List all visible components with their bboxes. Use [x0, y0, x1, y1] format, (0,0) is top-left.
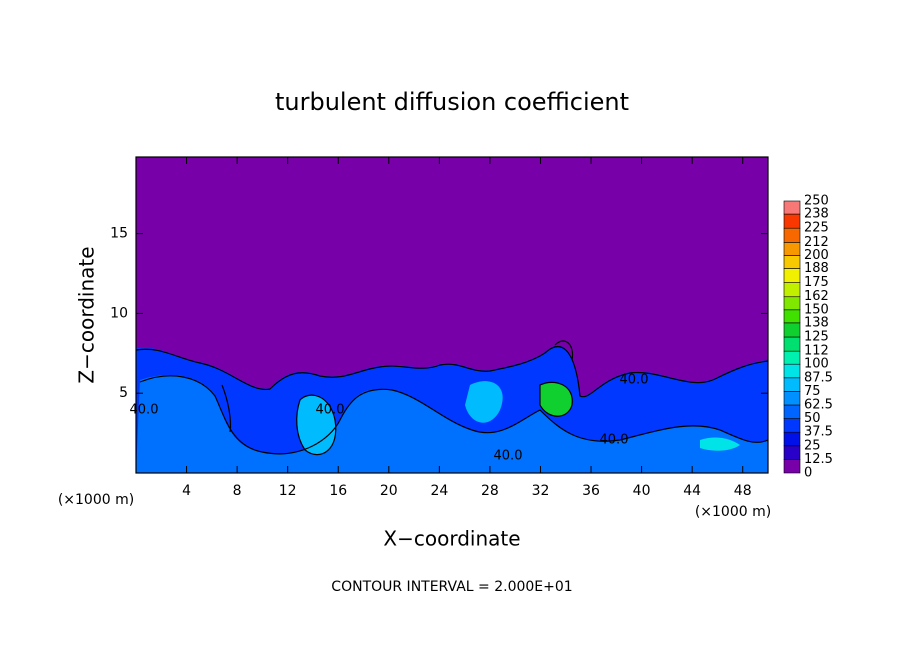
- colorbar-label: 150: [804, 302, 829, 317]
- colorbar-label: 175: [804, 275, 829, 290]
- colorbar-label: 125: [804, 330, 829, 345]
- colorbar-band: [783, 255, 801, 269]
- colorbar-band: [783, 350, 801, 365]
- colorbar-band: [783, 377, 801, 392]
- colorbar-band: [783, 336, 801, 352]
- colorbar-band: [783, 309, 801, 324]
- contour-interval: CONTOUR INTERVAL = 2.000E+01: [331, 579, 572, 595]
- field-region: [540, 382, 573, 417]
- colorbar-band: [783, 282, 801, 298]
- colorbar-label: 138: [804, 315, 829, 330]
- x-tick-label: 32: [532, 483, 550, 499]
- colorbar-label: 238: [804, 207, 829, 222]
- x-tick-label: 44: [683, 483, 701, 499]
- colorbar-label: 112: [804, 344, 829, 359]
- colorbar-label: 12.5: [804, 452, 833, 467]
- chart-title: turbulent diffusion coefficient: [275, 88, 629, 116]
- colorbar-band: [783, 445, 801, 460]
- contour-field: 40.0 40.0 40.0 40.0 40.0: [130, 157, 769, 473]
- colorbar-band: [783, 363, 801, 379]
- x-tick-label: 8: [233, 483, 242, 499]
- field-region: [465, 381, 503, 423]
- colorbar-band: [783, 268, 801, 283]
- x-tick-label: 12: [279, 483, 297, 499]
- colorbar-band: [783, 242, 801, 256]
- x-tick-label: 28: [481, 483, 499, 499]
- colorbar-band: [783, 200, 801, 215]
- contour-line: [539, 381, 573, 417]
- contour-line: [135, 346, 769, 398]
- field-region: [136, 375, 768, 473]
- x-unit-label: (×1000 m): [58, 492, 134, 508]
- colorbar-band: [783, 404, 801, 419]
- colorbar-label: 0: [804, 466, 812, 481]
- contour-line: [296, 394, 337, 456]
- contour-label: 40.0: [600, 433, 629, 448]
- colorbar-band: [783, 227, 801, 243]
- x-tick-label: 40: [633, 483, 651, 499]
- colorbar-label: 37.5: [804, 425, 833, 440]
- colorbar-band: [783, 418, 801, 433]
- contour-label: 40.0: [130, 403, 159, 418]
- y-axis-label: Z−coordinate: [75, 246, 99, 383]
- field-region: [296, 395, 336, 455]
- y-tick-label: 10: [110, 305, 128, 321]
- colorbar-label: 62.5: [804, 398, 833, 413]
- contour-label: 40.0: [620, 373, 649, 388]
- colorbar-band: [783, 391, 801, 406]
- colorbar-label: 50: [804, 411, 821, 426]
- y-tick-label: 15: [110, 226, 128, 242]
- x-tick-label: 36: [582, 483, 600, 499]
- colorbar-label: 250: [804, 194, 829, 209]
- contour-line: [554, 340, 574, 361]
- contour-label: 40.0: [494, 449, 523, 464]
- colorbar-label: 162: [804, 289, 829, 304]
- colorbar-label: 87.5: [804, 370, 833, 385]
- colorbar-label: 75: [804, 384, 821, 399]
- y-tick-label: 5: [119, 385, 128, 401]
- x-unit-label: (×1000 m): [695, 504, 771, 520]
- plot-frame: [135, 156, 769, 474]
- colorbar-band: [783, 459, 801, 474]
- x-tick-label: 48: [734, 483, 752, 499]
- colorbar-label: 100: [804, 357, 829, 372]
- colorbar-label: 188: [804, 261, 829, 276]
- x-tick-label: 24: [430, 483, 448, 499]
- x-tick-label: 4: [182, 483, 191, 499]
- x-tick-label: 20: [380, 483, 398, 499]
- contour-line: [221, 384, 232, 433]
- colorbar-label: 200: [804, 248, 829, 263]
- colorbar-band: [783, 296, 801, 311]
- contour-label: 40.0: [316, 403, 345, 418]
- field-region: [700, 437, 740, 451]
- colorbar-label: 225: [804, 221, 829, 236]
- colorbar-band: [783, 431, 801, 447]
- x-tick-label: 16: [329, 483, 347, 499]
- contour-line: [139, 375, 769, 455]
- x-axis-label: X−coordinate: [383, 527, 520, 551]
- colorbar-band: [783, 322, 801, 338]
- colorbar-band: [783, 213, 801, 229]
- colorbar-label: 25: [804, 438, 821, 453]
- colorbar-label: 212: [804, 235, 829, 250]
